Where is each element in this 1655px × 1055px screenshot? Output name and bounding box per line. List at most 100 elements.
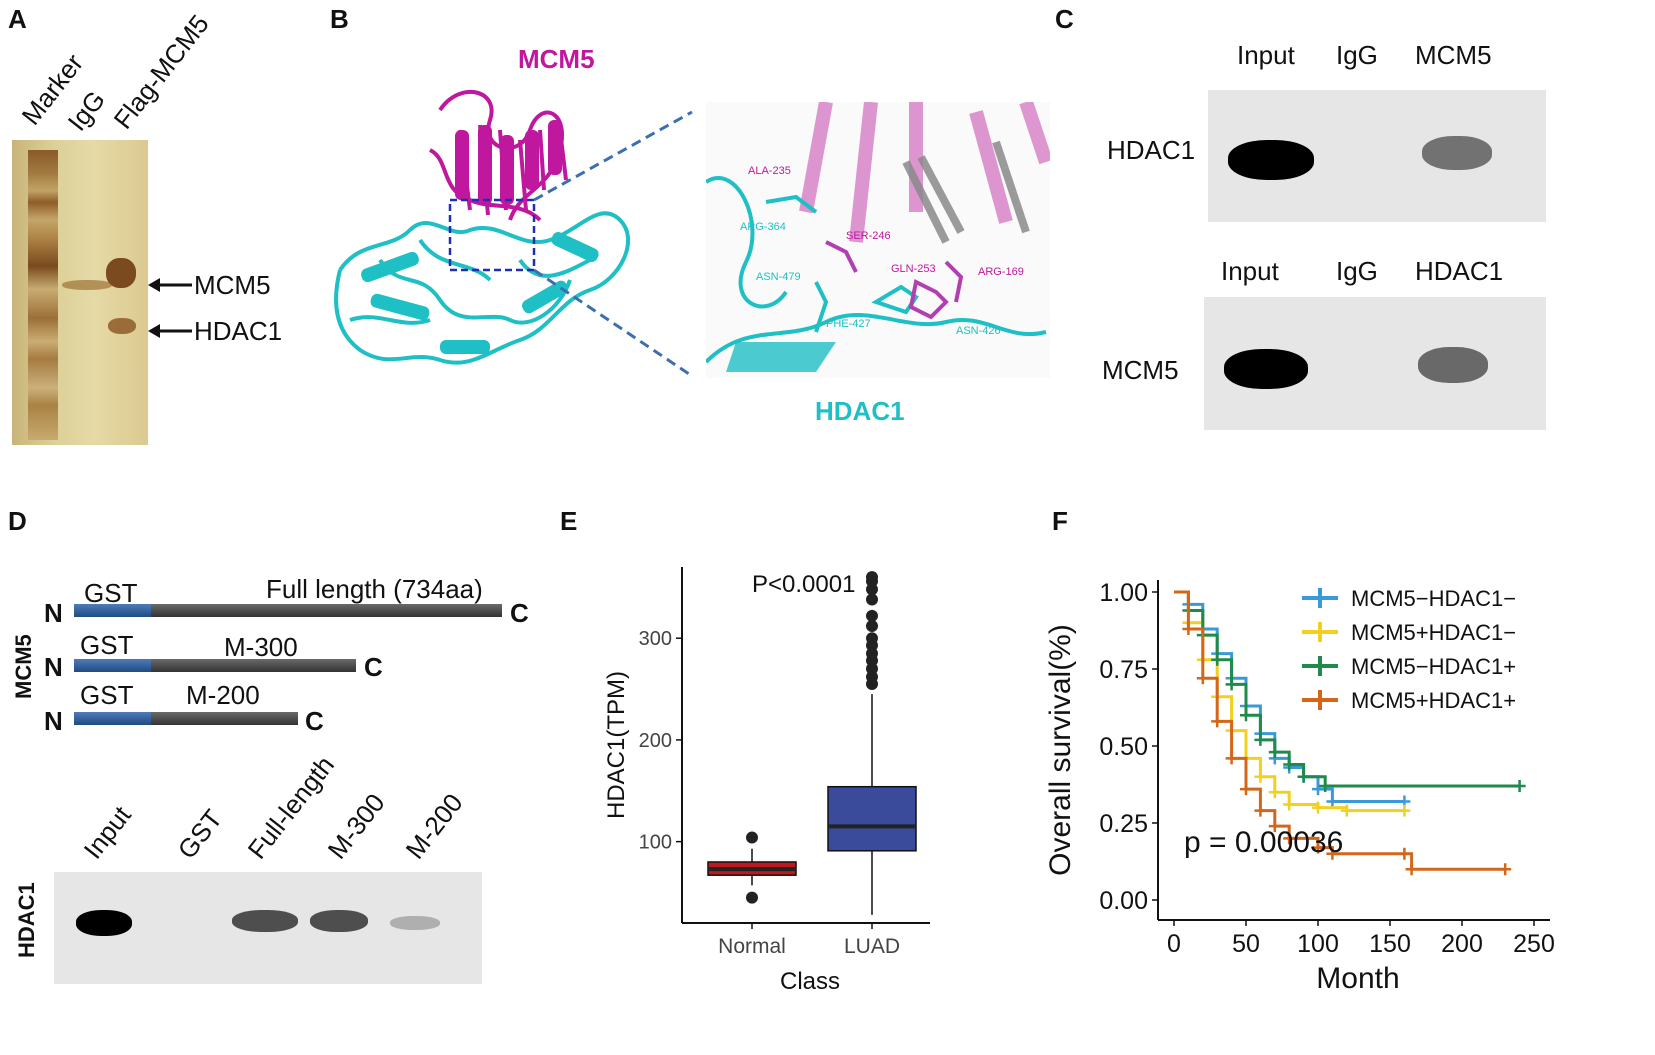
- gel-band-mcm5: [106, 258, 136, 288]
- construct2-c: C: [364, 652, 383, 682]
- c-top-blot: [1208, 90, 1546, 222]
- censor-mark: [1312, 801, 1324, 814]
- outlier-point: [866, 593, 878, 606]
- censor-mark: [1283, 798, 1296, 811]
- marker-lane: [28, 150, 58, 440]
- censor-mark: [1182, 622, 1195, 635]
- construct1-tag: GST: [84, 578, 138, 608]
- censor-mark: [1211, 715, 1224, 728]
- hdac1-structure-label: HDAC1: [815, 396, 905, 426]
- construct1-c: C: [510, 598, 529, 628]
- y-tick-label: 0.00: [1099, 887, 1148, 915]
- arrow-label-hdac1: HDAC1: [194, 316, 283, 346]
- survival-curve-2: [1174, 590, 1520, 788]
- construct1-n: N: [44, 598, 63, 628]
- x-tick-label: 250: [1513, 930, 1555, 958]
- d-band-m300: [310, 910, 368, 932]
- censor-mark: [1240, 709, 1252, 722]
- hdac1-boxplot: 100 200 300 Normal LUAD P<0.0001 Class HDAC1(TP…: [603, 567, 930, 995]
- censor-mark: [1283, 758, 1296, 771]
- gst-domain: [74, 712, 151, 725]
- censor-mark: [1254, 733, 1267, 746]
- censor-mark: [1312, 841, 1324, 854]
- panel-a-letter: A: [8, 4, 27, 34]
- gst-domain: [74, 659, 151, 672]
- d-lane-gst: GST: [171, 803, 229, 865]
- legend-key-1: [1302, 622, 1338, 642]
- y-tick-label: 300: [639, 628, 672, 650]
- outlier-point: [746, 831, 758, 844]
- protein-complex-structure: [334, 90, 693, 378]
- c-bottom-band-input: [1224, 349, 1308, 389]
- outlier-point: [866, 619, 878, 632]
- censor-mark: [1398, 847, 1411, 860]
- arrow-mcm5-icon: [148, 278, 192, 292]
- c-bottom-band-hdac1: [1418, 347, 1488, 383]
- legend-label-0: MCM5−HDAC1−: [1351, 586, 1516, 611]
- panel-f-letter: F: [1052, 506, 1068, 536]
- binding-site-closeup: ALA-235 SER-246 GLN-253 ARG-169 ARG-364 …: [706, 102, 1050, 378]
- censor-mark: [1312, 783, 1324, 796]
- mcm5-helices: [455, 120, 562, 205]
- c-bottom-header-hdac1: HDAC1: [1415, 256, 1504, 286]
- censor-mark: [1196, 672, 1209, 685]
- construct3-c: C: [305, 706, 324, 736]
- y-axis-title: HDAC1(TPM): [603, 671, 630, 819]
- arrow-label-mcm5: MCM5: [194, 270, 271, 300]
- y-tick-label: 200: [639, 730, 672, 752]
- box-luad: [827, 785, 917, 852]
- residue-arg169: ARG-169: [978, 266, 1024, 278]
- x-tick-label: 150: [1369, 930, 1411, 958]
- y-tick-label: 0.75: [1099, 656, 1148, 684]
- survival-plot: 0.00 0.25 0.50 0.75 1.00 0 50 100 150 200 250 MCM5−…: [1044, 579, 1555, 995]
- outlier-point: [866, 632, 878, 645]
- construct2-tag: GST: [80, 630, 134, 660]
- outlier-point: [746, 891, 758, 904]
- censor-mark: [1283, 832, 1296, 845]
- c-top-header-mcm5: MCM5: [1415, 40, 1492, 70]
- outlier-point: [866, 609, 878, 622]
- censor-mark: [1513, 780, 1526, 793]
- censor-mark: [1326, 847, 1339, 860]
- construct2-n: N: [44, 652, 63, 682]
- censor-mark: [1254, 804, 1267, 817]
- residue-ser246: SER-246: [846, 230, 891, 242]
- x-tick-label: 200: [1441, 930, 1483, 958]
- d-blot-label: HDAC1: [14, 882, 39, 958]
- d-side-label: MCM5: [11, 634, 36, 699]
- gel-band-igg: [62, 280, 112, 290]
- panel-c-letter: C: [1055, 4, 1074, 34]
- censor-mark: [1340, 804, 1353, 817]
- c-top-band-input: [1228, 140, 1314, 180]
- c-top-header-igg: IgG: [1336, 40, 1378, 70]
- d-band-full-length: [232, 910, 298, 932]
- residue-arg364: ARG-364: [740, 221, 786, 233]
- censor-mark: [1240, 783, 1252, 796]
- arrow-hdac1-icon: [148, 324, 192, 338]
- construct3-name: M-200: [186, 680, 260, 710]
- x-tick-label: 100: [1297, 930, 1339, 958]
- x-tick-label: LUAD: [844, 935, 900, 958]
- censor-mark: [1326, 795, 1339, 808]
- construct3-tag: GST: [80, 680, 134, 710]
- construct1-name: Full length (734aa): [266, 574, 483, 604]
- p-value-annotation: P<0.0001: [752, 571, 855, 598]
- censor-mark: [1268, 786, 1281, 799]
- outlier-point: [866, 571, 878, 584]
- censor-mark: [1297, 770, 1310, 783]
- d-lane-m300: M-300: [321, 787, 391, 865]
- y-tick-label: 100: [639, 832, 672, 854]
- legend-key-0: [1302, 588, 1338, 608]
- d-lane-input: Input: [77, 800, 137, 865]
- x-axis-title: Month: [1316, 962, 1399, 995]
- censor-mark: [1405, 863, 1418, 876]
- c-bottom-blot: [1204, 297, 1546, 430]
- d-blot: [54, 872, 482, 984]
- y-tick-label: 0.25: [1099, 810, 1148, 838]
- x-tick-label: 0: [1167, 930, 1181, 958]
- legend-key-2: [1302, 656, 1338, 676]
- hdac1-ribbon: [334, 211, 631, 365]
- gel-band-hdac1: [108, 318, 136, 334]
- censor-mark: [1211, 653, 1224, 666]
- censor-mark: [1319, 780, 1332, 793]
